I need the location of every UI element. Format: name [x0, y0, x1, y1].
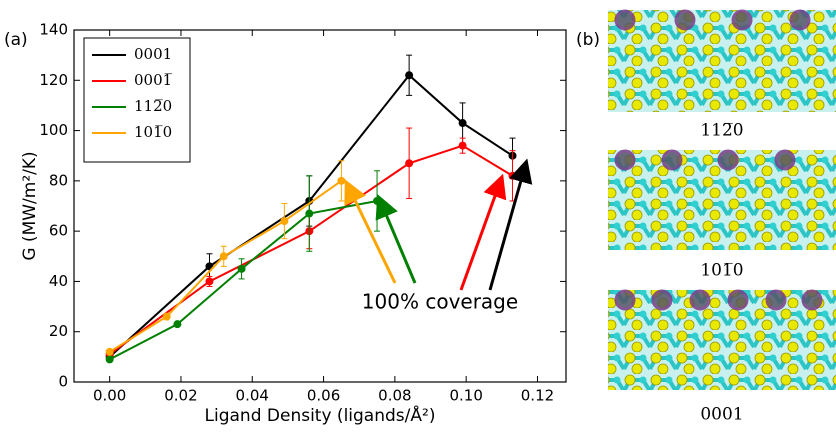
x-tick-label: 0.00	[93, 387, 126, 405]
data-point	[337, 176, 346, 185]
data-point	[405, 159, 414, 168]
data-point	[173, 320, 182, 329]
y-tick-label: 20	[49, 322, 68, 340]
structure-label: 0001	[700, 405, 743, 425]
y-tick-label: 60	[49, 222, 68, 240]
panel-label: (a)	[4, 30, 28, 50]
legend-label: 112̅0	[134, 97, 172, 115]
legend-box	[83, 37, 191, 163]
x-tick-label: 0.02	[164, 387, 197, 405]
x-tick-label: 0.06	[307, 387, 340, 405]
arrow	[375, 193, 417, 284]
data-point	[105, 355, 114, 364]
x-tick-label: 0.12	[521, 387, 554, 405]
structure-image	[608, 290, 836, 390]
x-tick-label: 0.08	[378, 387, 411, 405]
y-tick-label: 40	[49, 272, 68, 290]
annotation: 100% coverage	[362, 290, 518, 314]
structure-images	[608, 9, 836, 390]
y-tick-label: 120	[39, 71, 68, 89]
data-point	[237, 264, 246, 273]
y-axis-label: G (MW/m²/K)	[20, 151, 40, 260]
data-point	[305, 209, 314, 218]
data-point	[458, 119, 467, 128]
arrow	[459, 173, 507, 291]
structure-label: 112̅0	[700, 121, 743, 141]
x-tick-label: 0.10	[449, 387, 482, 405]
data-point	[280, 217, 289, 226]
panel-label: (b)	[576, 30, 600, 50]
legend-label: 0001	[134, 45, 172, 63]
series-line	[109, 199, 378, 361]
y-tick-label: 140	[39, 21, 68, 39]
arrows	[344, 158, 533, 291]
arrow	[488, 158, 533, 291]
legend-label: 101̅0	[134, 123, 172, 141]
plot-area: 0 20 40 60 80 100 120 140 0.00 0.02 0.04 0.06 0.08 0.…	[20, 21, 567, 426]
data-point	[373, 196, 382, 205]
data-point	[405, 71, 414, 80]
series-line	[109, 144, 514, 356]
x-axis-label: Ligand Density (ligands/Å²)	[205, 404, 436, 426]
y-tick-label: 0	[58, 373, 68, 391]
data-point	[162, 312, 171, 321]
legend-label: 0001̅	[134, 71, 172, 89]
data-point	[508, 171, 517, 180]
series-line	[108, 73, 514, 358]
plot-frame	[73, 29, 567, 383]
y-tick-label: 80	[49, 171, 68, 189]
structure-label: 101̅0	[700, 261, 743, 281]
arrow	[344, 179, 397, 284]
y-tick-label: 100	[39, 121, 68, 139]
data-point	[219, 252, 228, 261]
data-point	[205, 277, 214, 286]
data-point	[458, 141, 467, 150]
x-tick-label: 0.04	[236, 387, 269, 405]
data-point	[105, 347, 114, 356]
